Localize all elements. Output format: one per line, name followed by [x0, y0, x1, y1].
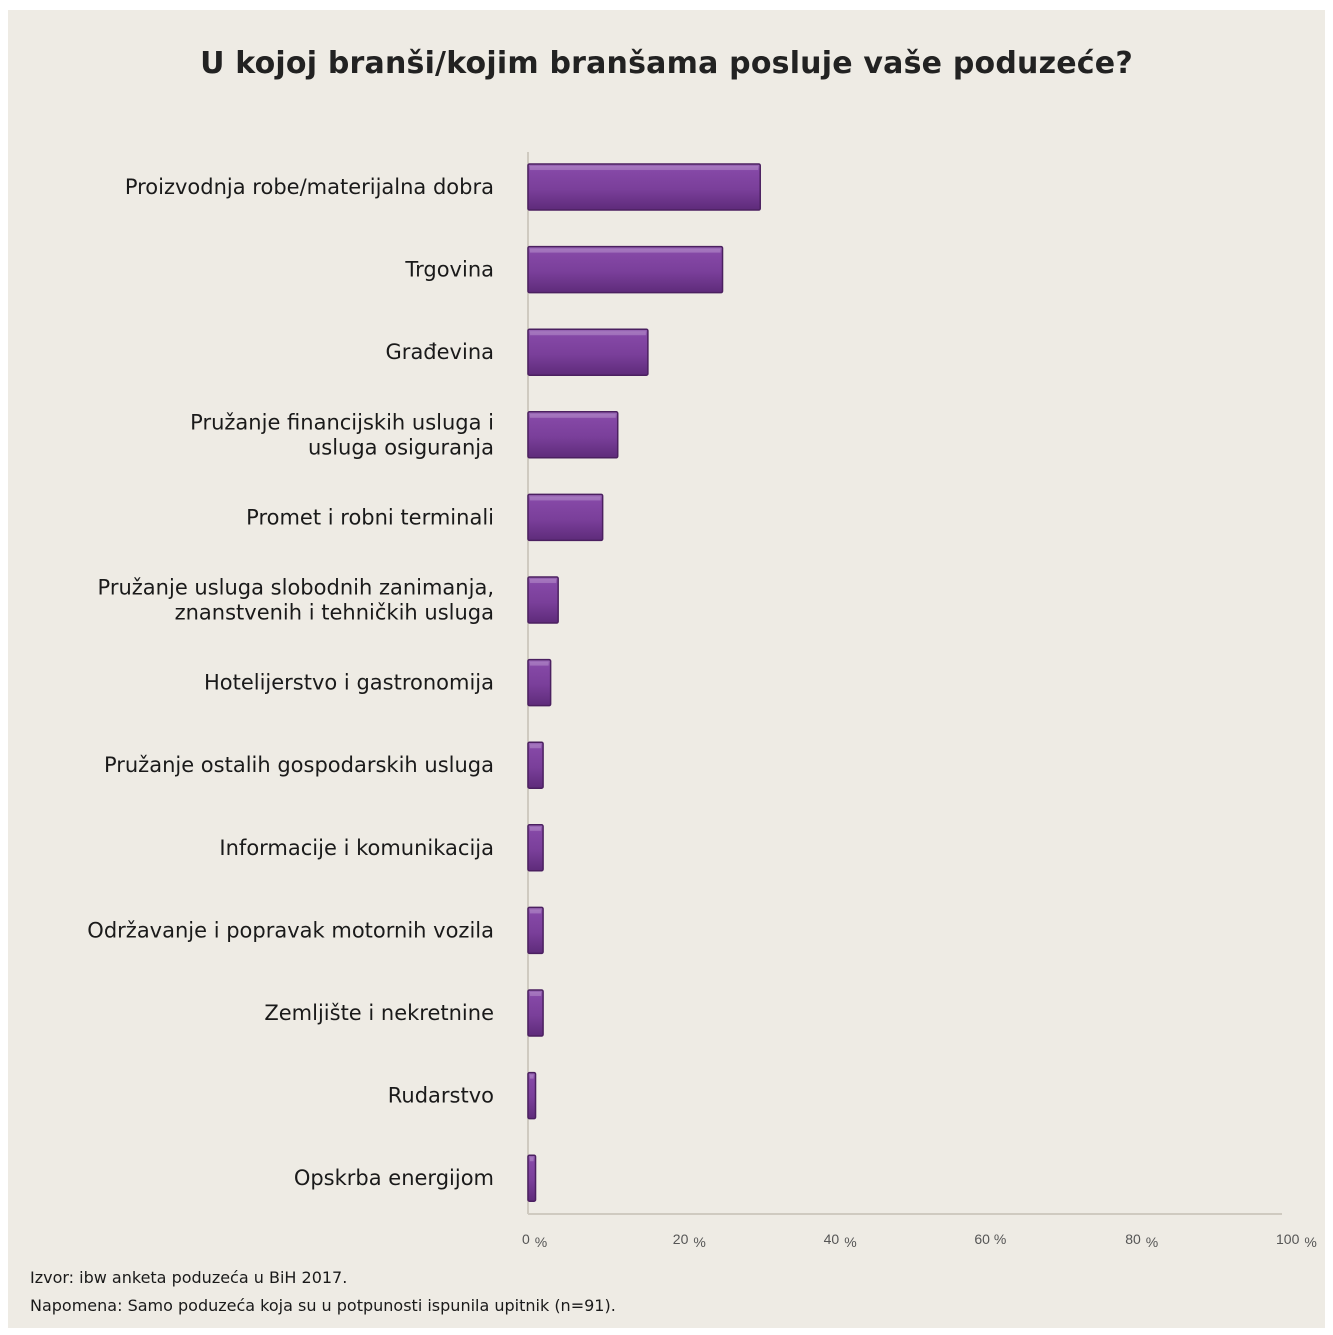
x-tick-label: 40	[824, 1231, 840, 1247]
bar	[527, 411, 619, 459]
category-label: Zemljište i nekretnine	[264, 1001, 494, 1025]
bar-highlight	[530, 331, 646, 336]
bar	[527, 906, 544, 955]
bar-group	[527, 824, 544, 872]
category-label: Održavanje i popravak motornih vozila	[87, 918, 494, 942]
category-label: Trgovina	[404, 258, 494, 282]
chart-background	[8, 10, 1325, 1328]
x-tick-unit: %	[1304, 1234, 1316, 1250]
bar-group	[527, 906, 544, 955]
bar	[527, 824, 544, 872]
bar-highlight	[530, 826, 542, 831]
category-label: Proizvodnja robe/materijalna dobra	[125, 175, 494, 199]
bar	[527, 163, 761, 211]
x-tick-label: 80	[1125, 1231, 1141, 1247]
x-tick-unit: %	[844, 1234, 856, 1250]
remark-note: Napomena: Samo poduzeća koja su u potpun…	[30, 1296, 616, 1315]
bar-highlight	[530, 1074, 534, 1079]
bar-group	[527, 741, 544, 789]
bar-group	[527, 493, 604, 542]
source-note: Izvor: ibw anketa poduzeća u BiH 2017.	[30, 1268, 348, 1287]
bar-group	[527, 658, 552, 707]
category-label: Pružanje ostalih gospodarskih usluga	[104, 753, 494, 777]
bar	[527, 493, 604, 542]
bar-group	[527, 163, 761, 211]
bar-highlight	[530, 1157, 534, 1162]
category-label: Rudarstvo	[388, 1084, 494, 1108]
x-tick-unit: %	[1146, 1234, 1158, 1250]
bar-group	[527, 1071, 537, 1120]
bar-highlight	[530, 992, 542, 996]
bar-group	[527, 576, 559, 624]
bar-highlight	[530, 661, 549, 666]
bar-highlight	[530, 166, 759, 170]
category-label: Pružanje usluga slobodnih zanimanja, znan…	[98, 576, 494, 625]
bar	[527, 658, 552, 707]
category-label: Informacije i komunikacija	[219, 836, 494, 860]
category-label: Građevina	[386, 340, 494, 364]
bar-highlight	[530, 579, 557, 583]
category-label: Pružanje financijskih usluga i usluga osi…	[190, 410, 494, 459]
bar-group	[527, 245, 724, 294]
bar-highlight	[530, 248, 721, 253]
bar-group	[527, 411, 619, 459]
category-label: Hotelijerstvo i gastronomija	[204, 671, 494, 695]
bar-group	[527, 328, 649, 376]
bar	[527, 576, 559, 624]
bar	[527, 1154, 537, 1202]
bar	[527, 328, 649, 376]
bar-group	[527, 1154, 537, 1202]
category-label: Promet i robni terminali	[246, 505, 494, 529]
x-tick-label: 100	[1276, 1231, 1300, 1247]
bar-highlight	[530, 744, 542, 749]
bar-group	[527, 989, 544, 1037]
bar	[527, 741, 544, 789]
category-label: Opskrba energijom	[294, 1166, 494, 1190]
x-tick-label: 60 %	[974, 1231, 1006, 1247]
x-tick-unit: %	[693, 1234, 705, 1250]
x-tick-unit: %	[535, 1234, 547, 1250]
bar	[527, 245, 724, 294]
chart-title: U kojoj branši/kojim branšama posluje va…	[200, 46, 1133, 81]
bar	[527, 1071, 537, 1120]
bar-highlight	[530, 909, 542, 914]
x-tick-label: 20	[673, 1231, 689, 1247]
bar	[527, 989, 544, 1037]
bar-highlight	[530, 496, 601, 501]
bar-highlight	[530, 413, 616, 418]
x-tick-label: 0	[522, 1231, 530, 1247]
